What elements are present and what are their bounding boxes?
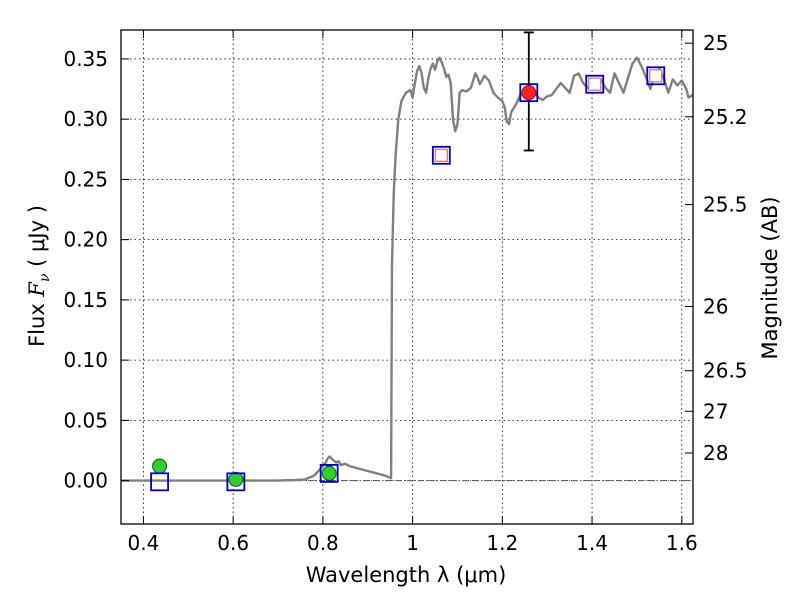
magnitude-tick-label-1: 25.2 [703,105,748,129]
model-spectrum-line [121,56,694,482]
x-tick-label-2: 0.8 [307,531,339,555]
y-tick-label-3: 0.15 [63,288,108,312]
y-tick-label-0: 0.00 [63,469,108,493]
y-tick-label-4: 0.20 [63,228,108,252]
model-photometry-marker-5 [585,74,605,94]
x-tick-label-0: 0.4 [128,531,160,555]
y-ticks-group: 0.00 0.05 0.10 0.15 0.20 0.25 0.30 0.35 [63,47,129,493]
x-tick-label-5: 1.4 [576,531,608,555]
y-tick-label-1: 0.05 [63,408,108,432]
magnitude-tick-label-6: 28 [703,441,728,465]
y-axis-label: Flux Fν ( μJy ) [25,205,53,347]
y-axis-label-symbol: F [25,281,49,298]
magnitude-tick-label-3: 26 [703,294,728,318]
detection-marker-1 [228,471,244,487]
model-photometry-marker-0 [150,472,169,492]
magnitude-tick-label-4: 26.5 [703,359,748,383]
faint-marker-2 [649,69,663,83]
x-tick-label-6: 1.6 [666,531,698,555]
y-tick-label-7: 0.35 [63,47,108,71]
x-tick-label-1: 0.6 [217,531,249,555]
magnitude-tick-label-2: 25.5 [703,193,748,217]
model-photometry-marker-3 [431,145,451,165]
model-photometry-marker-2 [319,463,339,483]
x-ticks-group: 0.4 0.6 0.8 1 1.2 1.4 1.6 [128,30,698,555]
model-photometry-marker-1 [226,472,246,492]
magnitude-tick-label-0: 25 [703,31,728,55]
magnitude-tick-label-5: 27 [703,399,728,423]
y2-axis-label: Magnitude (AB) [758,196,782,359]
magnitude-ticks-group: 25 25.2 25.5 26 26.5 27 28 [685,31,748,465]
grid-lines [121,30,693,524]
y-tick-label-2: 0.10 [63,348,108,372]
x-tick-label-3: 1 [406,531,419,555]
y-axis-label-subscript: ν [37,273,53,282]
error-bars-group [156,31,534,485]
faint-marker-1 [588,77,602,91]
markers-group [150,66,666,492]
x-tick-label-4: 1.2 [486,531,518,555]
x-axis-label: Wavelength λ (μm) [306,563,507,587]
y-axis-label-suffix: ( μJy ) [25,205,49,273]
detection-marker-0 [152,458,168,474]
faint-marker-0 [434,148,448,162]
model-photometry-marker-6 [646,66,666,86]
model-photometry-marker-4 [519,83,539,103]
red-marker-0 [521,85,537,101]
y-axis-label-prefix: Flux [25,297,49,347]
detection-marker-2 [321,465,337,481]
model-spectrum-group [121,56,694,482]
y-tick-label-5: 0.25 [63,167,108,191]
plot-frame [120,29,694,525]
y-tick-label-6: 0.30 [63,107,108,131]
